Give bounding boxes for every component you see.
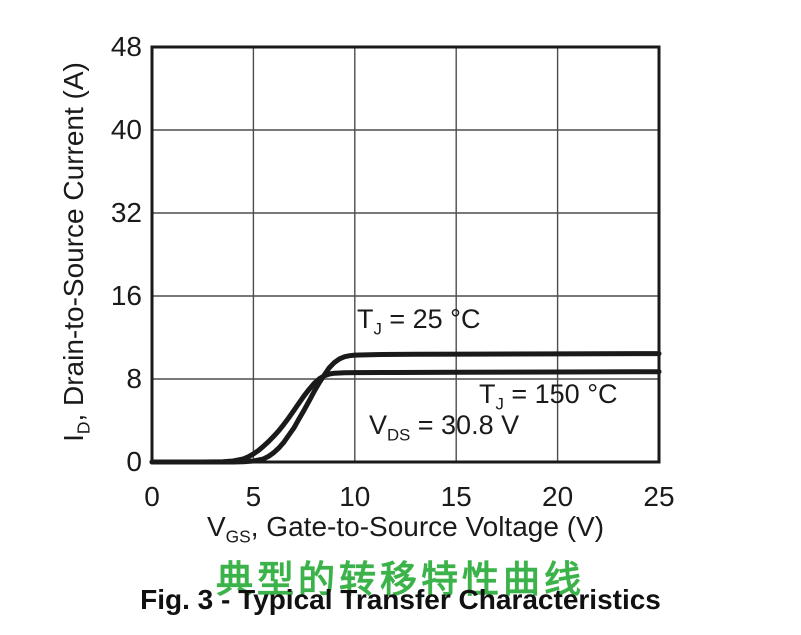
annotation-tj-150c: TJ = 150 °C <box>479 379 618 414</box>
x-tick-label: 10 <box>339 481 371 512</box>
annotation-tj-25c: TJ = 25 °C <box>357 304 481 339</box>
y-tick-label: 0 <box>126 446 142 477</box>
x-axis-title: VGS, Gate-to-Source Voltage (V) <box>152 511 659 545</box>
x-tick-label: 20 <box>542 481 574 512</box>
y-tick-label: 48 <box>110 31 142 62</box>
y-tick-label: 16 <box>110 280 142 311</box>
y-axis-title-text: , Drain-to-Source Current (A) <box>58 62 89 422</box>
x-axis-title-text: , Gate-to-Source Voltage (V) <box>250 511 605 542</box>
x-tick-label: 15 <box>440 481 472 512</box>
y-tick-label: 40 <box>110 114 142 145</box>
y-axis-symbol: I <box>58 434 89 442</box>
annotation-vds: VDS = 30.8 V <box>369 410 520 445</box>
x-tick-label: 25 <box>643 481 675 512</box>
gridlines <box>152 47 659 462</box>
caption-chinese: 典型的转移特性曲线 <box>216 559 585 600</box>
x-axis-symbol-subscript: GS <box>225 526 251 547</box>
x-tick-label: 0 <box>144 481 160 512</box>
y-tick-label: 8 <box>126 363 142 394</box>
curve-tj-25c <box>149 351 662 465</box>
y-tick-label: 32 <box>110 197 142 228</box>
x-axis-symbol: V <box>206 511 226 542</box>
y-axis-symbol-subscript: D <box>73 421 94 435</box>
plot-border <box>150 45 661 464</box>
figure-caption: Fig. 3 - Typical Transfer Characteristic… <box>140 584 661 615</box>
curve-tj-150c <box>149 369 662 465</box>
x-tick-label: 5 <box>245 481 262 512</box>
y-axis-title: ID, Drain-to-Source Current (A) <box>58 62 94 442</box>
